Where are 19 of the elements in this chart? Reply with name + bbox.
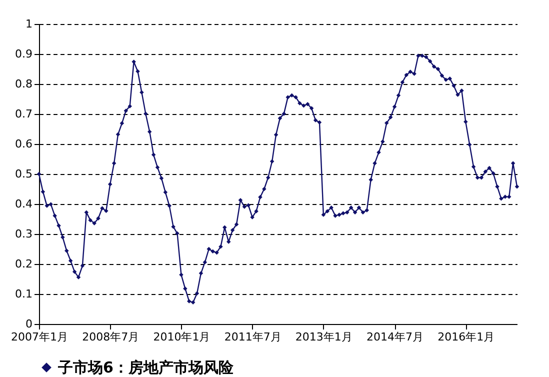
x-tick-label: 2016年1月 (438, 330, 495, 344)
y-tick-label: 0.9 (15, 48, 32, 60)
y-tick-label: 1 (26, 18, 32, 30)
y-tick-label: 0.2 (15, 258, 32, 270)
x-tick-label: 2007年1月 (11, 330, 68, 344)
y-tick-label: 0.7 (15, 108, 32, 120)
x-tick-label: 2008年7月 (82, 330, 140, 344)
y-tick-label: 0.4 (15, 198, 32, 210)
x-tick-label: 2014年7月 (366, 330, 424, 344)
y-tick-label: 0.8 (15, 78, 32, 90)
y-tick-label: 0 (26, 318, 32, 330)
y-tick-label: 0.3 (15, 228, 32, 240)
y-tick-label: 0.6 (15, 138, 32, 150)
x-tick-label: 2013年1月 (295, 330, 352, 344)
legend-label: 子市场6：房地产市场风险 (57, 358, 234, 376)
y-tick-label: 0.1 (15, 288, 32, 300)
x-tick-label: 2011年7月 (224, 330, 282, 344)
y-tick-label: 0.5 (15, 168, 32, 180)
x-tick-label: 2010年1月 (153, 330, 210, 344)
